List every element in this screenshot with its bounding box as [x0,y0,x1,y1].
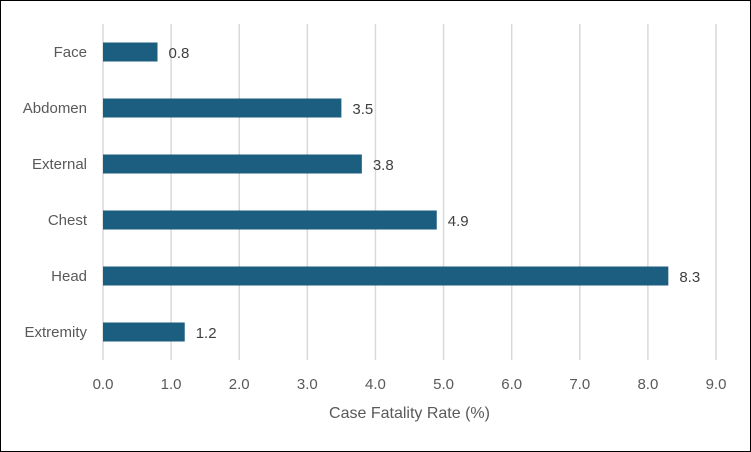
category-label: Face [54,44,87,61]
bars [103,42,669,342]
category-labels: Face Abdomen External Chest Head Extremity [23,44,88,341]
x-tick-label: 0.0 [93,376,114,393]
x-tick-labels: 0.0 1.0 2.0 3.0 4.0 5.0 6.0 7.0 8.0 9.0 [93,376,727,393]
bar-face [103,42,158,62]
data-label: 0.8 [168,45,189,62]
x-tick-label: 5.0 [433,376,454,393]
x-tick-label: 2.0 [229,376,250,393]
bar-abdomen [103,98,342,118]
category-label: Abdomen [23,100,87,117]
data-label: 3.8 [373,157,394,174]
bar-extremity [103,322,185,342]
x-tick-label: 6.0 [501,376,522,393]
category-label: Head [51,268,87,285]
data-label: 1.2 [196,325,217,342]
category-label: Extremity [24,324,87,341]
x-tick-label: 1.0 [161,376,182,393]
data-label: 8.3 [679,269,700,286]
x-axis-title: Case Fatality Rate (%) [329,405,490,422]
x-tick-label: 8.0 [637,376,658,393]
bar-external [103,154,362,174]
data-label: 4.9 [448,213,469,230]
gridlines [102,24,717,360]
data-label: 3.5 [352,101,373,118]
data-labels: 0.8 3.5 3.8 4.9 8.3 1.2 [168,45,700,342]
x-tick-label: 3.0 [297,376,318,393]
x-tick-label: 4.0 [365,376,386,393]
bar-head [103,266,669,286]
category-label: Chest [48,212,88,229]
x-tick-label: 7.0 [569,376,590,393]
category-label: External [32,156,87,173]
bar-chest [103,210,437,230]
x-tick-label: 9.0 [706,376,727,393]
